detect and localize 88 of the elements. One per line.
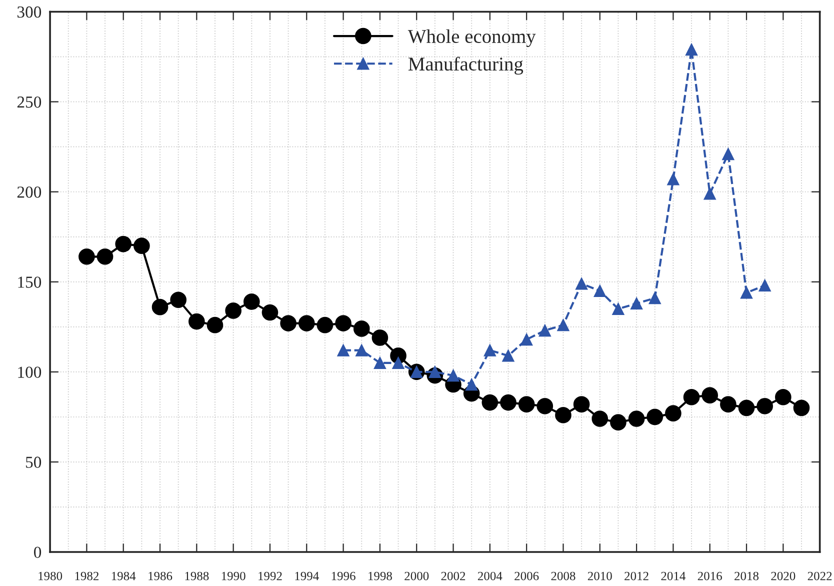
point [152,298,168,316]
point [484,344,496,356]
x-tick-label: 2010 [588,572,612,580]
x-tick-label: 1988 [185,572,209,580]
point [575,278,588,290]
y-tick-label: 200 [17,186,42,198]
point [518,396,535,412]
point [374,356,386,369]
point [243,294,260,310]
point [665,405,682,422]
point [685,43,698,56]
point [134,238,150,254]
x-tick-label: 1986 [148,572,172,580]
x-tick-label: 1996 [332,572,356,580]
point [372,330,388,346]
y-tick-label: 50 [26,456,42,468]
point [758,279,771,292]
x-tick-label: 2020 [771,572,796,580]
point [447,369,460,382]
point [555,406,572,424]
point [96,248,114,265]
x-tick-label: 1982 [75,572,99,580]
point [225,302,242,319]
point [466,378,478,391]
point [756,398,773,414]
x-tick-label: 2002 [441,572,466,580]
point [646,408,664,426]
x-tick-label: 2018 [734,572,759,580]
point [628,410,645,427]
legend-label: Manufacturing [408,56,524,75]
point [793,400,810,416]
point [482,394,498,411]
x-tick-label: 2008 [551,572,576,580]
x-tick-label: 2006 [514,572,539,580]
point [115,236,132,252]
point [337,344,350,356]
point [594,284,606,297]
x-tick-label: 2004 [478,572,502,580]
point [538,324,551,337]
point [170,292,186,308]
point [206,316,224,334]
point [704,188,716,200]
x-tick-label: 2012 [624,572,648,580]
y-tick-label: 100 [18,366,42,378]
x-tick-label: 1994 [295,572,319,580]
point [740,286,753,299]
point [702,387,718,404]
point [592,410,608,427]
point [536,398,554,414]
point [353,320,370,337]
point [573,396,590,412]
point [738,400,755,416]
point [356,344,368,356]
y-tick-label: 150 [18,276,42,288]
point [557,319,570,332]
point [667,173,680,186]
point [335,315,352,332]
point [298,315,315,332]
x-tick-label: 2016 [698,572,722,580]
y-tick-label: 250 [17,96,42,108]
point [722,148,734,160]
point [500,394,516,411]
point [520,333,533,346]
point [78,248,95,265]
point [775,388,792,406]
point [630,297,643,310]
point [316,316,334,334]
x-tick-label: 2014 [661,572,686,580]
point [720,396,736,412]
point [502,350,514,362]
y-tick-label: 0 [34,546,42,558]
point [188,313,205,330]
point [262,304,278,321]
x-tick-label: 2022 [808,572,832,580]
x-tick-label: 2000 [404,572,429,580]
x-tick-label: 1984 [112,572,136,580]
point [392,356,404,369]
point [280,315,296,332]
x-tick-label: 1992 [258,572,282,580]
point [683,388,700,406]
x-tick-label: 1980 [38,572,62,580]
legend-label: Whole economy [408,29,536,48]
point [610,414,626,430]
point [612,302,624,315]
point [648,292,661,304]
x-tick-label: 1990 [222,572,246,580]
y-tick-label: 300 [18,6,42,18]
x-tick-label: 1998 [368,572,392,580]
